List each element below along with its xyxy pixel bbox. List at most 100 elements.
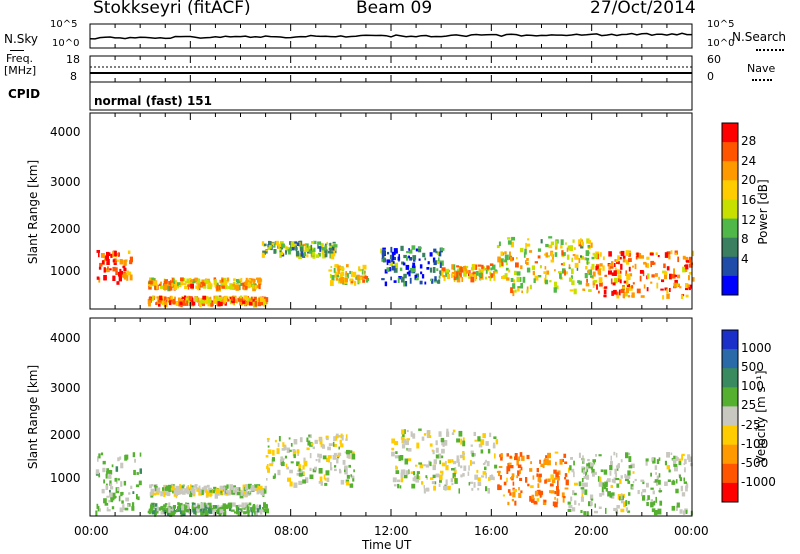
power-cell: [386, 260, 389, 266]
power-ytick-3000: 3000: [50, 175, 81, 189]
power-cell: [159, 295, 163, 301]
velocity-cell: [537, 483, 540, 488]
velocity-cell: [578, 452, 581, 458]
power-cell: [335, 264, 339, 268]
velocity-cell: [637, 490, 640, 495]
nsearch-legend-line: [756, 49, 784, 51]
power-cell: [451, 273, 453, 279]
velocity-cell: [398, 455, 401, 461]
power-cell: [550, 241, 554, 246]
velocity-cell: [470, 450, 474, 454]
power-cell: [587, 270, 591, 273]
power-cell: [608, 270, 612, 275]
velocity-cell: [315, 459, 318, 462]
velocity-cell: [574, 500, 577, 505]
velocity-cell: [617, 464, 620, 469]
power-cell: [618, 257, 622, 260]
power-cell: [406, 271, 410, 275]
velocity-cell: [166, 490, 171, 497]
velocity-cell: [225, 505, 229, 509]
velocity-cell: [654, 465, 658, 470]
velocity-cell: [456, 438, 460, 443]
velocity-cell: [590, 501, 593, 506]
velocity-cell: [607, 478, 611, 483]
velocity-cell: [485, 459, 487, 463]
velocity-cell: [567, 501, 571, 505]
power-cell: [627, 295, 631, 298]
power-cell: [477, 264, 482, 267]
power-cell: [127, 271, 132, 275]
velocity-cell: [632, 481, 635, 484]
velocity-cell: [210, 505, 214, 511]
velocity-cell: [237, 487, 241, 492]
velocity-cell: [620, 459, 623, 463]
power-cell: [180, 277, 184, 282]
velocity-cell: [673, 464, 678, 467]
power-cell: [663, 271, 668, 275]
power-cell: [610, 278, 613, 285]
power-cell: [210, 301, 213, 307]
velocity-cell: [243, 511, 248, 514]
power-cell: [504, 259, 508, 263]
velocity-cell: [131, 502, 135, 507]
velocity-cell: [498, 466, 503, 468]
power-cell: [201, 284, 203, 287]
power-cell: [345, 271, 348, 275]
power-cell: [654, 273, 658, 277]
velocity-cell: [587, 458, 590, 462]
power-cell: [392, 254, 395, 261]
power-cell: [257, 302, 261, 307]
velocity-cell: [352, 477, 355, 482]
velocity-cell: [213, 505, 216, 509]
velocity-cell: [426, 487, 430, 492]
power-cell: [235, 285, 239, 291]
velocity-cell: [248, 483, 252, 488]
velocity-cell: [578, 503, 580, 506]
power-cell: [548, 236, 553, 239]
power-cell: [646, 263, 649, 269]
power-cell: [537, 255, 541, 259]
velocity-cell: [326, 477, 330, 482]
power-cell: [628, 252, 631, 257]
velocity-cell: [139, 452, 142, 457]
velocity-cell: [517, 470, 520, 477]
power-cell: [163, 285, 167, 291]
velocity-cell: [675, 488, 679, 494]
power-cell: [393, 280, 397, 283]
velocity-cell: [339, 470, 342, 474]
velocity-cell: [555, 472, 559, 478]
power-cell: [183, 282, 186, 285]
power-cell: [304, 243, 309, 250]
cpid-label: CPID: [8, 87, 41, 101]
cpid-value: normal (fast) 151: [94, 94, 212, 108]
velocity-cell: [293, 482, 298, 488]
power-cell: [527, 238, 530, 241]
velocity-cell: [408, 469, 410, 475]
velocity-cell: [123, 480, 127, 486]
colorbar-tick-label: 8: [741, 232, 749, 247]
power-cell: [221, 278, 224, 283]
power-cell: [192, 280, 196, 284]
power-cell: [588, 269, 592, 276]
power-cell: [603, 289, 607, 295]
velocity-cell: [288, 437, 291, 440]
velocity-cell: [340, 433, 343, 439]
velocity-cell: [555, 461, 557, 466]
velocity-cell: [109, 489, 111, 493]
velocity-cell: [431, 481, 435, 485]
power-cell: [453, 264, 456, 271]
power-cell: [254, 300, 258, 307]
velocity-cell: [572, 490, 575, 496]
power-cell: [213, 277, 217, 281]
power-cell: [560, 263, 564, 266]
velocity-cell: [642, 481, 645, 485]
velocity-cell: [426, 432, 429, 439]
velocity-cell: [244, 486, 247, 490]
velocity-cell: [613, 507, 618, 511]
velocity-cell: [676, 502, 680, 508]
velocity-cell: [432, 450, 435, 455]
power-ylabel: Slant Range [km]: [26, 159, 40, 265]
power-cell: [346, 273, 349, 279]
velocity-cell: [306, 447, 310, 451]
power-cell: [397, 256, 401, 261]
